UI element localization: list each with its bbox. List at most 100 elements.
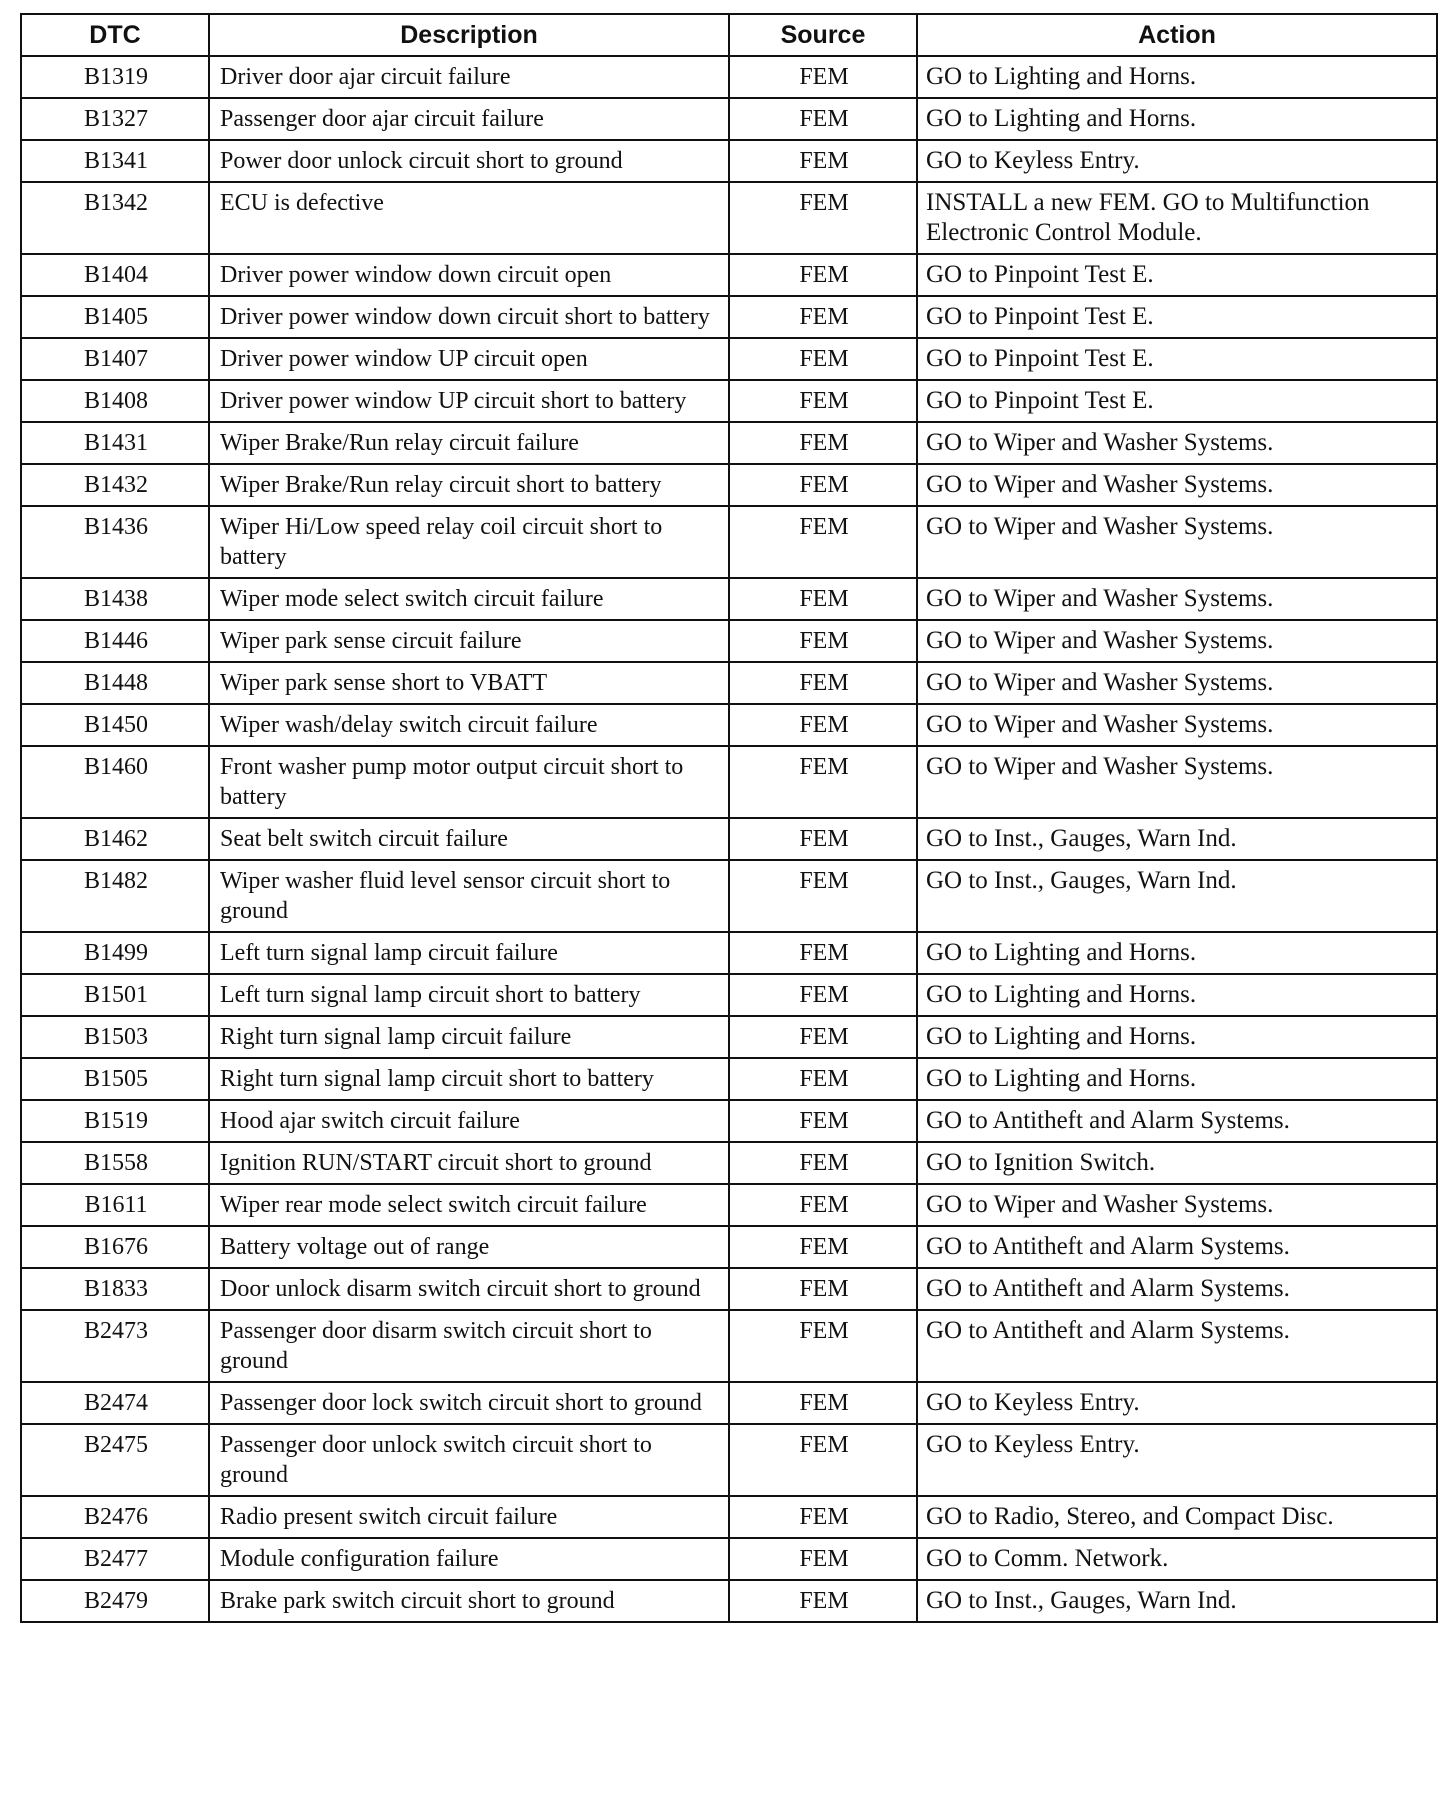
description-cell: Driver power window UP circuit open	[208, 337, 730, 381]
dtc-cell: B1503	[20, 1015, 210, 1059]
action-cell: GO to Wiper and Washer Systems.	[916, 703, 1438, 747]
dtc-cell: B1404	[20, 253, 210, 297]
description-cell: Wiper park sense circuit failure	[208, 619, 730, 663]
description-cell: Radio present switch circuit failure	[208, 1495, 730, 1539]
source-cell: FEM	[728, 421, 918, 465]
description-cell: Wiper washer fluid level sensor circuit …	[208, 859, 730, 933]
description-cell: Passenger door lock switch circuit short…	[208, 1381, 730, 1425]
dtc-cell: B1438	[20, 577, 210, 621]
dtc-cell: B1676	[20, 1225, 210, 1269]
dtc-cell: B1833	[20, 1267, 210, 1311]
header-dtc: DTC	[20, 13, 210, 57]
source-cell: FEM	[728, 745, 918, 819]
source-cell: FEM	[728, 1579, 918, 1623]
table-row: B2477 Module configuration failure FEM GO t…	[20, 1537, 1438, 1581]
source-cell: FEM	[728, 181, 918, 255]
description-cell: Wiper Brake/Run relay circuit failure	[208, 421, 730, 465]
description-cell: ECU is defective	[208, 181, 730, 255]
table-row: B1408 Driver power window UP circuit shor…	[20, 379, 1438, 423]
table-row: B1431 Wiper Brake/Run relay circuit failu…	[20, 421, 1438, 465]
action-cell: GO to Pinpoint Test E.	[916, 379, 1438, 423]
source-cell: FEM	[728, 379, 918, 423]
source-cell: FEM	[728, 1537, 918, 1581]
header-row: DTC Description Source Action	[20, 13, 1438, 57]
description-cell: Wiper park sense short to VBATT	[208, 661, 730, 705]
source-cell: FEM	[728, 1495, 918, 1539]
action-cell: GO to Pinpoint Test E.	[916, 295, 1438, 339]
source-cell: FEM	[728, 1141, 918, 1185]
dtc-cell: B1342	[20, 181, 210, 255]
table-row: B1436 Wiper Hi/Low speed relay coil circu…	[20, 505, 1438, 579]
source-cell: FEM	[728, 1015, 918, 1059]
table-row: B1676 Battery voltage out of range FEM GO t…	[20, 1225, 1438, 1269]
action-cell: GO to Lighting and Horns.	[916, 1015, 1438, 1059]
table-row: B1460 Front washer pump motor output circ…	[20, 745, 1438, 819]
action-cell: GO to Inst., Gauges, Warn Ind.	[916, 817, 1438, 861]
source-cell: FEM	[728, 817, 918, 861]
source-cell: FEM	[728, 577, 918, 621]
dtc-cell: B1405	[20, 295, 210, 339]
table-row: B1519 Hood ajar switch circuit failure FEM…	[20, 1099, 1438, 1143]
description-cell: Passenger door ajar circuit failure	[208, 97, 730, 141]
table-row: B1407 Driver power window UP circuit open…	[20, 337, 1438, 381]
table-row: B1342 ECU is defective FEM INSTALL a new FE…	[20, 181, 1438, 255]
action-cell: GO to Pinpoint Test E.	[916, 253, 1438, 297]
table-row: B1499 Left turn signal lamp circuit failu…	[20, 931, 1438, 975]
action-cell: GO to Lighting and Horns.	[916, 973, 1438, 1017]
source-cell: FEM	[728, 1225, 918, 1269]
description-cell: Hood ajar switch circuit failure	[208, 1099, 730, 1143]
action-cell: GO to Antitheft and Alarm Systems.	[916, 1099, 1438, 1143]
source-cell: FEM	[728, 1309, 918, 1383]
dtc-cell: B1501	[20, 973, 210, 1017]
table-row: B2473 Passenger door disarm switch circui…	[20, 1309, 1438, 1383]
header-description: Description	[208, 13, 730, 57]
table-row: B1505 Right turn signal lamp circuit shor…	[20, 1057, 1438, 1101]
dtc-cell: B1436	[20, 505, 210, 579]
source-cell: FEM	[728, 1099, 918, 1143]
description-cell: Brake park switch circuit short to groun…	[208, 1579, 730, 1623]
description-cell: Left turn signal lamp circuit failure	[208, 931, 730, 975]
action-cell: GO to Pinpoint Test E.	[916, 337, 1438, 381]
dtc-cell: B2479	[20, 1579, 210, 1623]
table-row: B1448 Wiper park sense short to VBATT FEM G…	[20, 661, 1438, 705]
table-row: B1503 Right turn signal lamp circuit fail…	[20, 1015, 1438, 1059]
dtc-cell: B1462	[20, 817, 210, 861]
description-cell: Left turn signal lamp circuit short to b…	[208, 973, 730, 1017]
source-cell: FEM	[728, 1057, 918, 1101]
dtc-cell: B1505	[20, 1057, 210, 1101]
dtc-cell: B2473	[20, 1309, 210, 1383]
dtc-cell: B1611	[20, 1183, 210, 1227]
description-cell: Wiper wash/delay switch circuit failure	[208, 703, 730, 747]
action-cell: GO to Wiper and Washer Systems.	[916, 577, 1438, 621]
action-cell: GO to Antitheft and Alarm Systems.	[916, 1309, 1438, 1383]
dtc-cell: B1319	[20, 55, 210, 99]
dtc-cell: B1446	[20, 619, 210, 663]
source-cell: FEM	[728, 973, 918, 1017]
action-cell: GO to Lighting and Horns.	[916, 55, 1438, 99]
dtc-cell: B1327	[20, 97, 210, 141]
action-cell: GO to Keyless Entry.	[916, 1381, 1438, 1425]
table-row: B1405 Driver power window down circuit sh…	[20, 295, 1438, 339]
description-cell: Wiper mode select switch circuit failure	[208, 577, 730, 621]
dtc-cell: B2476	[20, 1495, 210, 1539]
dtc-cell: B1407	[20, 337, 210, 381]
table-row: B2474 Passenger door lock switch circuit …	[20, 1381, 1438, 1425]
action-cell: GO to Lighting and Horns.	[916, 931, 1438, 975]
action-cell: GO to Keyless Entry.	[916, 1423, 1438, 1497]
dtc-cell: B1450	[20, 703, 210, 747]
dtc-cell: B1431	[20, 421, 210, 465]
table-row: B2479 Brake park switch circuit short to …	[20, 1579, 1438, 1623]
action-cell: GO to Wiper and Washer Systems.	[916, 463, 1438, 507]
header-source: Source	[728, 13, 918, 57]
source-cell: FEM	[728, 337, 918, 381]
description-cell: Battery voltage out of range	[208, 1225, 730, 1269]
table-row: B1438 Wiper mode select switch circuit fa…	[20, 577, 1438, 621]
dtc-cell: B1408	[20, 379, 210, 423]
description-cell: Passenger door disarm switch circuit sho…	[208, 1309, 730, 1383]
description-cell: Wiper Brake/Run relay circuit short to b…	[208, 463, 730, 507]
source-cell: FEM	[728, 619, 918, 663]
source-cell: FEM	[728, 1183, 918, 1227]
description-cell: Wiper Hi/Low speed relay coil circuit sh…	[208, 505, 730, 579]
table-row: B1446 Wiper park sense circuit failure FEM…	[20, 619, 1438, 663]
table-row: B1482 Wiper washer fluid level sensor cir…	[20, 859, 1438, 933]
